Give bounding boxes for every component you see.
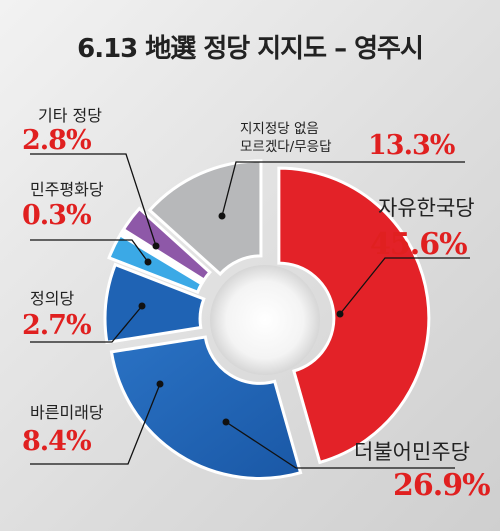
leader-dot-2 (156, 380, 164, 388)
slice-4 (118, 228, 206, 285)
leader-line-2 (30, 383, 161, 465)
leader-dot-5 (152, 242, 160, 250)
slice-3 (107, 232, 204, 295)
category-label-0: 자유한국당 (378, 196, 475, 220)
category-label-2: 바른미래당 (30, 403, 104, 422)
value-label-2: 8.4% (22, 426, 92, 457)
donut-hole (210, 265, 320, 375)
category-label-line: 자유한국당 (378, 196, 475, 220)
leader-line-6 (221, 161, 465, 217)
slice-5 (121, 206, 212, 283)
category-label-line: 기타 정당 (38, 106, 102, 125)
leader-line-0 (339, 257, 470, 315)
slice-1 (109, 335, 303, 480)
category-label-5: 기타 정당 (38, 106, 102, 125)
value-label-1: 26.9% (393, 468, 491, 503)
category-label-line: 민주평화당 (30, 180, 104, 199)
leader-dot-4 (144, 258, 152, 266)
slices-group (103, 159, 431, 480)
leader-line-5 (30, 153, 157, 247)
leader-line-3 (30, 305, 143, 343)
category-label-line: 지지정당 없음 (240, 121, 319, 137)
category-label-line: 더불어민주당 (354, 440, 470, 464)
category-label-1: 더불어민주당 (354, 440, 470, 464)
category-label-3: 정의당 (30, 289, 75, 308)
value-label-3: 2.7% (22, 310, 92, 341)
category-label-line: 정의당 (30, 289, 75, 308)
leader-dot-0 (336, 310, 344, 318)
category-label-line: 바른미래당 (30, 403, 104, 422)
chart-title: 6.13 地選 정당 지지도 – 영주시 (77, 34, 424, 64)
slice-0 (277, 166, 431, 465)
category-label-4: 민주평화당 (30, 180, 104, 199)
leader-dot-1 (222, 418, 230, 426)
leader-line-1 (225, 421, 455, 469)
value-label-0: 45.6% (370, 227, 468, 262)
leader-dot-3 (138, 302, 146, 310)
slice-6 (147, 159, 263, 277)
category-label-line: 모르겠다/무응답 (240, 139, 332, 156)
value-label-4: 0.3% (22, 200, 92, 231)
leader-dot-6 (218, 212, 226, 220)
leader-line-4 (30, 239, 149, 263)
value-label-6: 13.3% (368, 130, 455, 161)
slice-2 (103, 262, 206, 345)
value-label-5: 2.8% (22, 125, 92, 156)
leader-lines-group (30, 153, 470, 469)
